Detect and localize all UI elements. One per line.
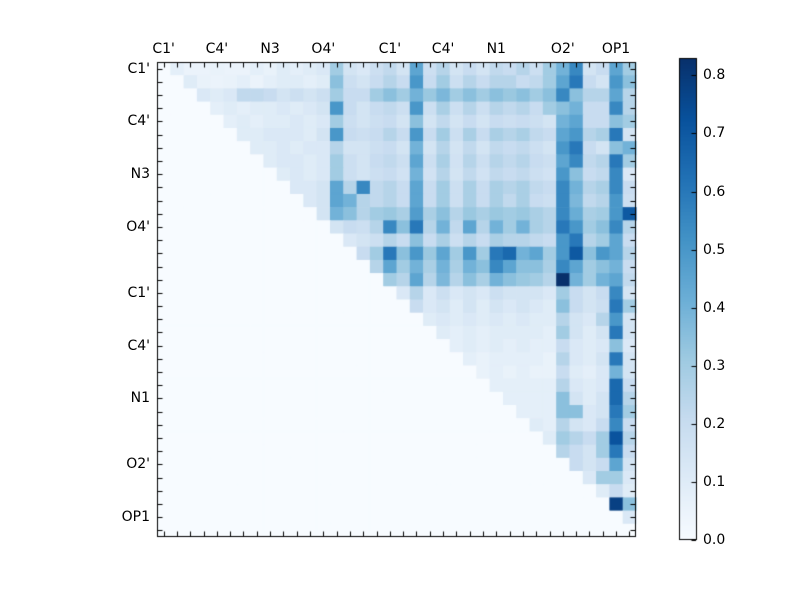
y-tick-label: N3: [130, 166, 150, 183]
x-tick-label: C4': [431, 41, 455, 57]
colorbar-tick-label: 0.3: [703, 357, 726, 374]
x-tick-label: O4': [311, 41, 336, 57]
y-tick-label: C4': [127, 337, 150, 354]
x-tick-label: C4': [205, 41, 229, 57]
y-tick-label: O2': [126, 456, 150, 473]
colorbar-tick-label: 0.5: [703, 241, 726, 258]
y-tick-label: O4': [126, 218, 150, 235]
x-tick-label: O2': [550, 41, 575, 57]
x-tick-label: C1': [378, 41, 402, 57]
colorbar-tick-label: 0.8: [703, 67, 726, 84]
y-tick-label: C1': [127, 60, 150, 77]
colorbar-tick-label: 0.0: [703, 532, 726, 548]
y-tick-label: OP1: [121, 509, 150, 526]
y-tick-label: C1': [127, 284, 150, 301]
colorbar-tick-label: 0.2: [703, 415, 726, 432]
colorbar-tick-label: 0.4: [703, 299, 726, 316]
x-tick-label: C1': [152, 41, 175, 57]
x-tick-label: N1: [486, 41, 506, 57]
x-tick-label: N3: [260, 41, 280, 57]
y-tick-label: C4': [127, 113, 150, 130]
colorbar-tick-label: 0.1: [703, 473, 726, 490]
colorbar-tick-label: 0.7: [703, 125, 726, 142]
y-tick-label: N1: [130, 390, 150, 407]
x-tick-label: OP1: [601, 41, 631, 57]
colorbar-tick-label: 0.6: [703, 183, 726, 200]
